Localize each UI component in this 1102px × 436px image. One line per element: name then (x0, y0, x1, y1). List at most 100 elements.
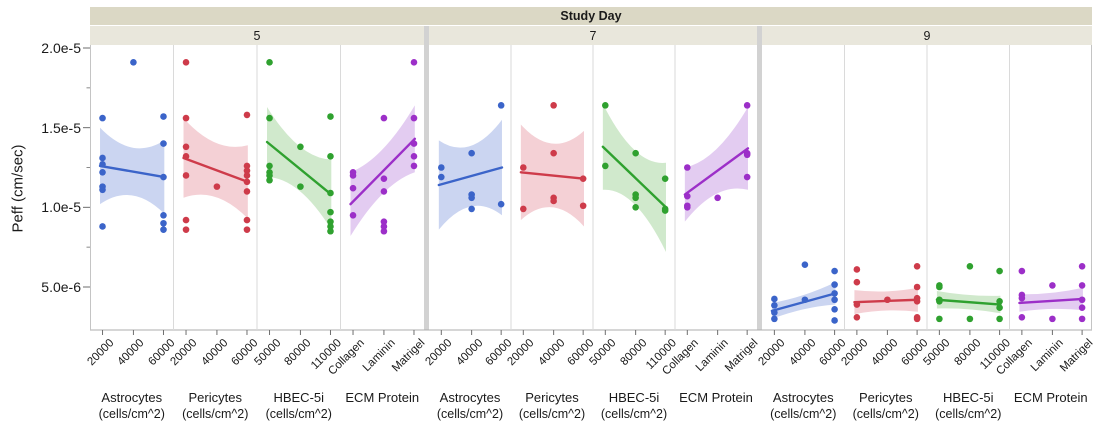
data-point[interactable] (936, 315, 943, 323)
data-point[interactable] (801, 261, 809, 268)
data-point[interactable] (99, 161, 106, 168)
data-point[interactable] (684, 204, 691, 211)
data-point[interactable] (966, 315, 974, 323)
data-point[interactable] (1078, 282, 1086, 289)
data-point[interactable] (266, 59, 273, 66)
data-point[interactable] (853, 301, 861, 308)
data-point[interactable] (182, 172, 190, 179)
data-point[interactable] (468, 205, 475, 213)
data-point[interactable] (160, 219, 167, 227)
data-point[interactable] (182, 216, 190, 224)
data-point[interactable] (160, 113, 167, 120)
data-point[interactable] (468, 149, 475, 157)
data-point[interactable] (743, 102, 751, 109)
data-point[interactable] (243, 172, 251, 179)
data-point[interactable] (243, 188, 251, 195)
data-point[interactable] (1018, 267, 1026, 275)
data-point[interactable] (410, 59, 418, 66)
data-point[interactable] (1049, 282, 1056, 289)
data-point[interactable] (913, 315, 921, 323)
data-point[interactable] (213, 183, 221, 190)
data-point[interactable] (99, 114, 106, 122)
data-point[interactable] (853, 266, 861, 273)
data-point[interactable] (380, 175, 388, 182)
data-point[interactable] (410, 162, 418, 170)
data-point[interactable] (266, 176, 273, 184)
data-point[interactable] (327, 189, 334, 197)
data-point[interactable] (853, 278, 861, 286)
data-point[interactable] (1018, 294, 1026, 302)
data-point[interactable] (1078, 262, 1086, 270)
data-point[interactable] (801, 296, 809, 304)
data-point[interactable] (160, 226, 167, 233)
data-point[interactable] (243, 216, 251, 224)
data-point[interactable] (380, 114, 388, 122)
data-point[interactable] (349, 172, 357, 179)
data-point[interactable] (468, 194, 475, 202)
data-point[interactable] (831, 296, 838, 304)
data-point[interactable] (684, 192, 691, 200)
data-point[interactable] (996, 315, 1003, 323)
data-point[interactable] (327, 218, 334, 225)
data-point[interactable] (297, 143, 304, 151)
data-point[interactable] (853, 313, 861, 321)
data-point[interactable] (771, 295, 778, 303)
data-point[interactable] (1078, 304, 1086, 312)
data-point[interactable] (579, 202, 587, 210)
data-point[interactable] (936, 283, 943, 291)
data-point[interactable] (520, 205, 527, 213)
data-point[interactable] (327, 113, 334, 120)
data-point[interactable] (349, 184, 357, 192)
data-point[interactable] (743, 151, 751, 159)
data-point[interactable] (438, 173, 445, 181)
data-point[interactable] (266, 162, 273, 170)
data-point[interactable] (182, 226, 190, 233)
data-point[interactable] (684, 164, 691, 171)
data-point[interactable] (99, 154, 106, 162)
data-point[interactable] (771, 315, 778, 323)
data-point[interactable] (243, 178, 251, 186)
data-point[interactable] (160, 212, 167, 219)
data-point[interactable] (160, 173, 167, 181)
data-point[interactable] (602, 102, 609, 109)
data-point[interactable] (380, 218, 388, 225)
data-point[interactable] (99, 223, 106, 230)
data-point[interactable] (831, 306, 838, 313)
data-point[interactable] (884, 296, 891, 304)
data-point[interactable] (661, 175, 669, 182)
data-point[interactable] (831, 317, 838, 324)
data-point[interactable] (661, 207, 669, 214)
data-point[interactable] (160, 140, 167, 147)
data-point[interactable] (380, 223, 388, 230)
data-point[interactable] (266, 114, 273, 122)
data-point[interactable] (497, 102, 505, 109)
data-point[interactable] (99, 168, 106, 176)
data-point[interactable] (410, 153, 418, 160)
data-point[interactable] (349, 212, 357, 219)
data-point[interactable] (243, 162, 251, 170)
data-point[interactable] (380, 188, 388, 195)
data-point[interactable] (182, 114, 190, 122)
data-point[interactable] (327, 227, 334, 235)
data-point[interactable] (936, 298, 943, 305)
data-point[interactable] (550, 149, 557, 157)
data-point[interactable] (130, 59, 137, 66)
data-point[interactable] (831, 290, 838, 297)
data-point[interactable] (410, 114, 418, 122)
data-point[interactable] (996, 267, 1003, 275)
data-point[interactable] (632, 194, 639, 202)
data-point[interactable] (1018, 313, 1026, 321)
data-point[interactable] (966, 262, 974, 270)
data-point[interactable] (632, 149, 639, 157)
data-point[interactable] (182, 153, 190, 160)
data-point[interactable] (743, 173, 751, 181)
data-point[interactable] (1078, 296, 1086, 304)
data-point[interactable] (1078, 315, 1086, 323)
data-point[interactable] (243, 167, 251, 174)
data-point[interactable] (438, 164, 445, 171)
data-point[interactable] (831, 281, 838, 288)
data-point[interactable] (913, 262, 921, 270)
data-point[interactable] (1049, 315, 1056, 323)
data-point[interactable] (913, 283, 921, 291)
data-point[interactable] (996, 298, 1003, 305)
